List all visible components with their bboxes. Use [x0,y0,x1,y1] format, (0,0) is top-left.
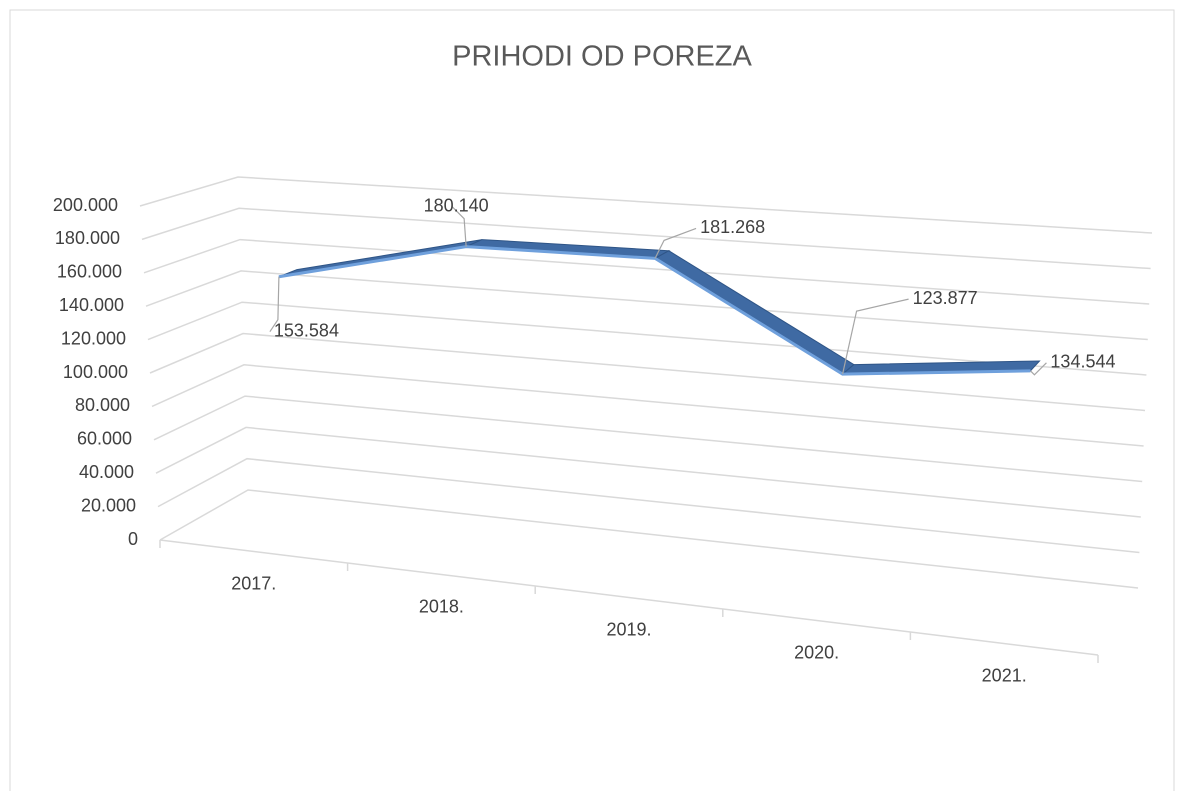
grid-line [153,395,1143,483]
x-tick-label: 2017. [231,573,276,593]
y-tick-label: 80.000 [75,395,130,415]
y-tick-label: 20.000 [81,495,136,515]
data-label: 180.140 [424,195,489,215]
y-tick-label: 180.000 [55,228,120,248]
leader-line [841,298,909,375]
chart-border [9,9,1175,791]
chart-title: PRIHODI OD POREZA [452,41,752,73]
leader-line [1030,362,1047,376]
y-tick-label: 40.000 [79,462,134,482]
leader-line [451,206,467,247]
leader-line [269,276,280,333]
x-axis-line [159,539,1099,656]
y-tick-label: 160.000 [57,262,122,282]
data-label: 181.268 [700,217,765,237]
y-tick-label: 120.000 [61,328,126,348]
data-label: 123.877 [913,288,978,308]
data-label: 134.544 [1050,352,1115,372]
grid-line [159,489,1139,589]
x-tick-label: 2019. [606,619,651,639]
grid-line [141,207,1151,270]
x-tick-label: 2021. [982,665,1027,685]
grid-line [139,176,1153,234]
x-tick-label: 2018. [419,596,464,616]
y-tick-label: 0 [128,529,138,549]
leader-line [654,227,697,259]
grid-line [151,364,1144,447]
y-tick-label: 100.000 [63,362,128,382]
y-tick-label: 60.000 [77,429,132,449]
grid-line [157,457,1140,554]
grid-line [149,332,1146,412]
x-tick-label: 2020. [794,642,839,662]
grid-line [145,270,1148,341]
data-label: 153.584 [274,320,339,340]
grid-line [143,238,1150,305]
grid-line [147,301,1147,376]
y-tick-label: 200.000 [53,195,118,215]
y-tick-label: 140.000 [59,295,124,315]
grid-line [155,426,1141,518]
